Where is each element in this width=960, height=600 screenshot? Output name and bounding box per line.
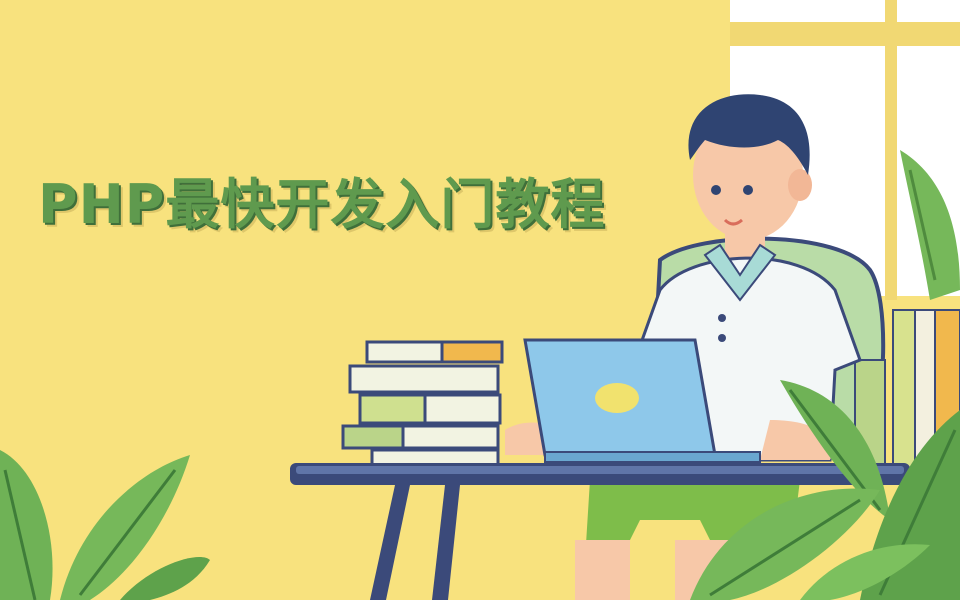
plant-icon [690, 380, 960, 600]
laptop-icon [523, 338, 761, 463]
book-stack-icon [341, 340, 504, 467]
page-title: PHP最快开发入门教程 PHP最快开发入门教程 [38, 160, 608, 240]
table-icon [290, 463, 910, 600]
plant-icon [900, 150, 960, 300]
plant-icon [0, 450, 210, 600]
page-title-shadow: PHP最快开发入门教程 [42, 177, 610, 240]
page-title-text: PHP最快开发入门教程 [38, 173, 606, 236]
